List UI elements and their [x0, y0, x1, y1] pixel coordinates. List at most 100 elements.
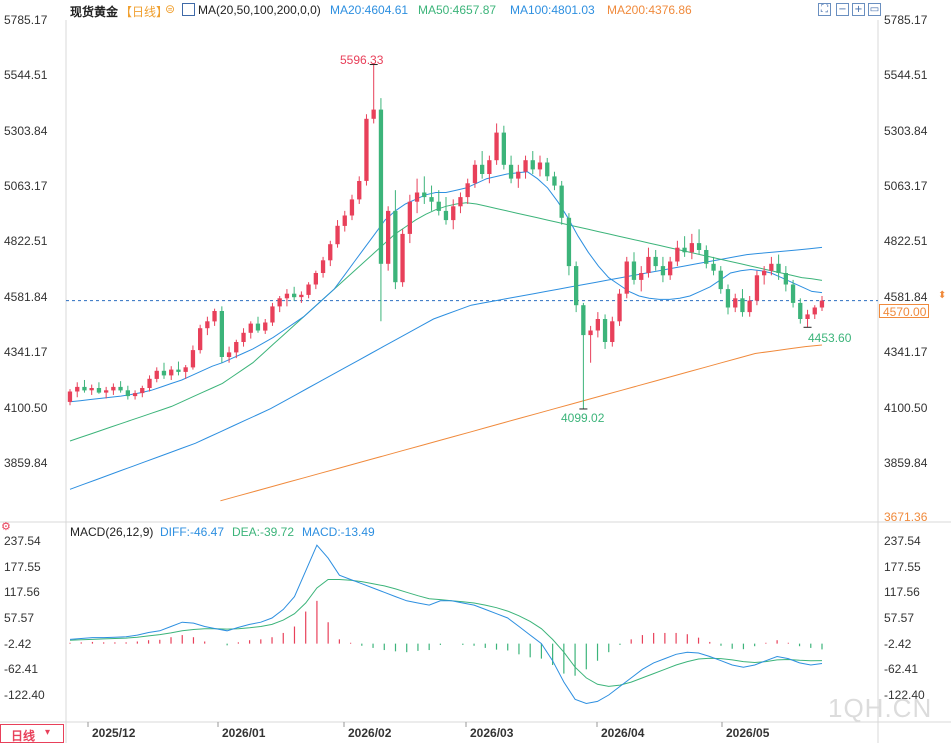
watermark: 1QH.CN: [828, 693, 933, 723]
settings-icon[interactable]: ⊜: [165, 2, 176, 16]
indicator-chart-icon[interactable]: [182, 3, 195, 16]
axis-tick-label: -2.42: [884, 636, 912, 651]
candle-body: [414, 192, 420, 202]
candle-body: [263, 322, 268, 331]
candle-body: [740, 298, 745, 313]
axis-tick-label: 4822.51: [4, 234, 48, 249]
candle-body: [798, 302, 803, 319]
axis-tick-label: 5785.17: [4, 13, 48, 27]
axis-tick-label: -122.40: [4, 688, 45, 702]
candle-body: [668, 261, 673, 276]
candle-body: [711, 263, 716, 271]
period-label[interactable]: 【日线】: [120, 5, 169, 19]
axis-tick-label: 4581.84: [884, 289, 928, 304]
candle-body: [234, 342, 239, 353]
candle-body: [154, 370, 159, 379]
candle-body: [67, 391, 73, 402]
candle-body: [422, 192, 427, 198]
candle-body: [762, 270, 767, 276]
candle-body: [610, 321, 615, 342]
time-tick-label: 2026/01: [222, 726, 266, 740]
candle-body: [451, 206, 456, 221]
candle-body: [523, 160, 528, 172]
candle-body: [595, 319, 600, 331]
candle-body: [725, 289, 731, 308]
candle-body: [306, 284, 311, 295]
ma100-line: [69, 246, 823, 490]
fit-screen-icon[interactable]: ⛶: [818, 3, 831, 16]
candle-body: [530, 160, 535, 170]
candle-body: [75, 386, 80, 392]
axis-tick-label: -62.41: [884, 662, 919, 677]
candle-body: [429, 197, 434, 202]
zoom-in-icon[interactable]: +: [852, 3, 865, 16]
candle-body: [472, 164, 478, 184]
axis-tick-label: 5303.84: [4, 123, 48, 138]
candle-body: [501, 132, 506, 165]
candle-body: [602, 319, 608, 342]
window-icon[interactable]: ▭: [868, 3, 881, 16]
axis-tick-label: 4581.84: [4, 289, 48, 304]
candle-body: [198, 328, 203, 351]
candle-body: [733, 298, 738, 308]
axis-tick-label: 5544.51: [4, 68, 48, 83]
candle-body: [631, 261, 637, 280]
axis-tick-label: -62.41: [4, 662, 39, 677]
candle-body: [458, 197, 463, 207]
candle-body: [566, 217, 572, 267]
candle-body: [537, 162, 543, 170]
candle-body: [465, 183, 470, 198]
candle-body: [190, 350, 196, 368]
macd-plot: [69, 544, 823, 705]
candle-body: [132, 393, 138, 397]
axis-tick-label: 117.56: [884, 585, 920, 600]
candle-body: [183, 367, 188, 372]
candle-body: [378, 109, 384, 264]
time-tick-label: 2025/12: [92, 726, 136, 740]
candle-body: [270, 306, 275, 323]
candle-body: [682, 247, 687, 253]
period-button[interactable]: 日线 ▾: [0, 724, 64, 743]
zoom-out-icon[interactable]: −: [836, 3, 849, 16]
candle-body: [205, 321, 210, 329]
candle-body: [689, 243, 694, 253]
ma200-line: [220, 344, 823, 502]
candle-body: [718, 270, 723, 290]
candle-body: [812, 307, 817, 315]
candle-body: [140, 388, 145, 394]
candle-body: [393, 210, 398, 283]
time-tick-label: 2026/02: [348, 726, 392, 740]
candle-body: [320, 260, 326, 273]
axis-tick-label: 4822.51: [884, 234, 928, 249]
price-plot: [66, 64, 878, 502]
candle-body: [299, 294, 304, 298]
macd-diff-line: [69, 544, 823, 705]
axis-tick-label: 57.57: [884, 611, 915, 625]
candle-body: [400, 233, 405, 283]
axis-tick-label: -2.42: [4, 636, 32, 651]
ma100-value: MA100:4801.03: [510, 3, 595, 17]
candle-body: [313, 273, 318, 285]
candle-body: [147, 378, 152, 388]
candle-body: [292, 293, 297, 298]
candle-body: [704, 250, 709, 264]
axis-tick-label: 177.55: [884, 559, 921, 574]
candle-body: [574, 266, 579, 306]
axis-tick-label: 4100.50: [4, 400, 48, 415]
axis-tick-label: 237.54: [884, 534, 921, 548]
candle-body: [386, 210, 391, 264]
ma20-line: [69, 171, 823, 403]
candle-body: [776, 263, 781, 273]
candle-body: [349, 199, 355, 216]
candle-body: [545, 162, 550, 177]
candle-body: [487, 160, 492, 174]
candle-body: [328, 244, 333, 261]
axis-tick-label: 3859.84: [4, 456, 48, 470]
time-tick-label: 2026/03: [470, 726, 514, 740]
axis-tick-label: 177.55: [4, 559, 41, 574]
candle-body: [82, 386, 87, 391]
macd-settings-icon[interactable]: ⚙: [1, 520, 11, 533]
axis-tick-label: -122.40: [884, 688, 925, 702]
candle-body: [508, 164, 514, 179]
